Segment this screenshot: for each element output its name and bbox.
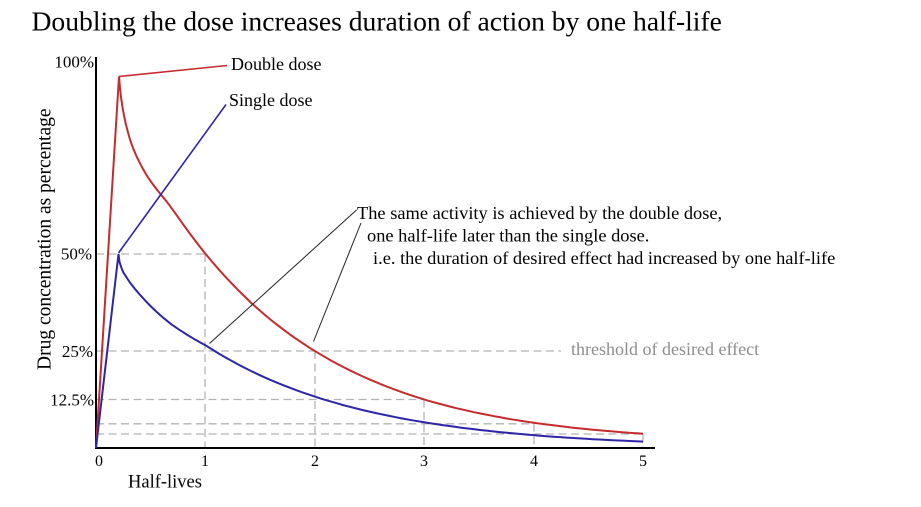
svg-text:25%: 25% (62, 342, 93, 361)
svg-text:one half-life later than the s: one half-life later than the single dose… (367, 226, 649, 246)
svg-text:Double dose: Double dose (231, 54, 321, 74)
svg-text:100%: 100% (54, 53, 94, 72)
svg-text:3: 3 (420, 453, 428, 470)
svg-text:0: 0 (95, 453, 103, 470)
svg-text:1: 1 (201, 453, 209, 470)
svg-text:Doubling the dose increases du: Doubling the dose increases duration of … (32, 6, 722, 37)
svg-text:i.e. the duration of desired e: i.e. the duration of desired effect had … (373, 248, 835, 268)
svg-text:50%: 50% (61, 245, 92, 264)
svg-text:12.5%: 12.5% (50, 391, 94, 410)
svg-text:Drug concentration as percenta: Drug concentration as percentage (35, 109, 56, 371)
svg-text:The same activity is achieved: The same activity is achieved by the dou… (357, 203, 722, 223)
svg-text:Single dose: Single dose (229, 90, 313, 110)
svg-text:4: 4 (530, 453, 538, 470)
svg-text:threshold of desired effect: threshold of desired effect (571, 339, 759, 359)
svg-text:2: 2 (311, 453, 319, 470)
svg-text:Half-lives: Half-lives (128, 473, 202, 493)
svg-text:5: 5 (639, 453, 647, 470)
